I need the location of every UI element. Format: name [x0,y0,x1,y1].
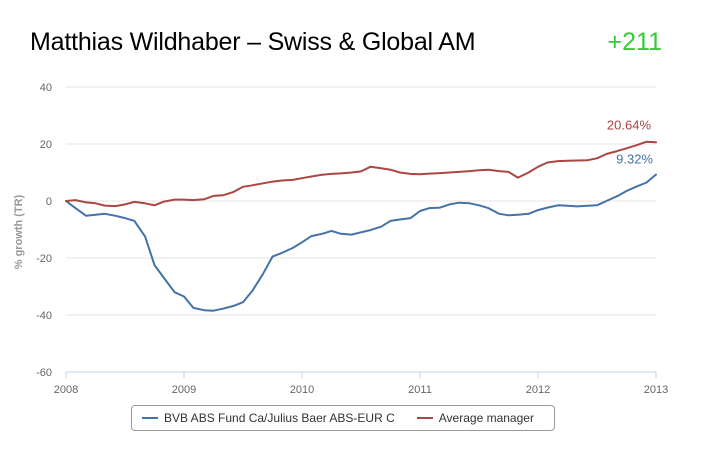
x-tick-label: 2010 [290,384,314,396]
series-line-0 [65,173,657,312]
grid-lines [66,86,656,373]
y-axis-label: % growth (TR) [13,194,25,269]
end-labels: 9.32% 20.64% [607,117,654,166]
y-tick-label: 20 [40,139,52,151]
series-lines [65,140,657,312]
y-axis-ticks: 40 20 0 -20 -40 -60 [36,82,52,379]
y-tick-label: -40 [36,310,52,322]
series-line-1 [65,140,657,208]
x-tick-label: 2008 [54,384,78,396]
legend-swatch-average [416,417,433,419]
score-value: +211 [607,28,662,56]
y-tick-label: -20 [36,253,52,265]
y-tick-label: 40 [40,82,52,94]
x-tick-label: 2011 [408,384,432,396]
legend-label-average: Average manager [438,411,534,425]
x-tick-label: 2012 [526,384,550,396]
x-tick-label: 2009 [172,384,196,396]
legend-item-fund[interactable]: BVB ABS Fund Ca/Julius Baer ABS-EUR C [142,411,395,425]
y-tick-label: 0 [46,196,52,208]
legend-label-fund: BVB ABS Fund Ca/Julius Baer ABS-EUR C [164,411,395,425]
chart-title: Matthias Wildhaber – Swiss & Global AM [30,28,476,56]
y-tick-label: -60 [36,367,52,379]
chart-legend: BVB ABS Fund Ca/Julius Baer ABS-EUR C Av… [131,405,555,431]
legend-item-average[interactable]: Average manager [416,411,534,425]
x-axis: 2008 2009 2010 2011 2012 2013 [54,371,668,396]
end-label-1: 20.64% [607,117,652,132]
legend-swatch-fund [142,417,158,419]
x-tick-label: 2013 [644,384,668,396]
end-label-0: 9.32% [616,151,653,166]
